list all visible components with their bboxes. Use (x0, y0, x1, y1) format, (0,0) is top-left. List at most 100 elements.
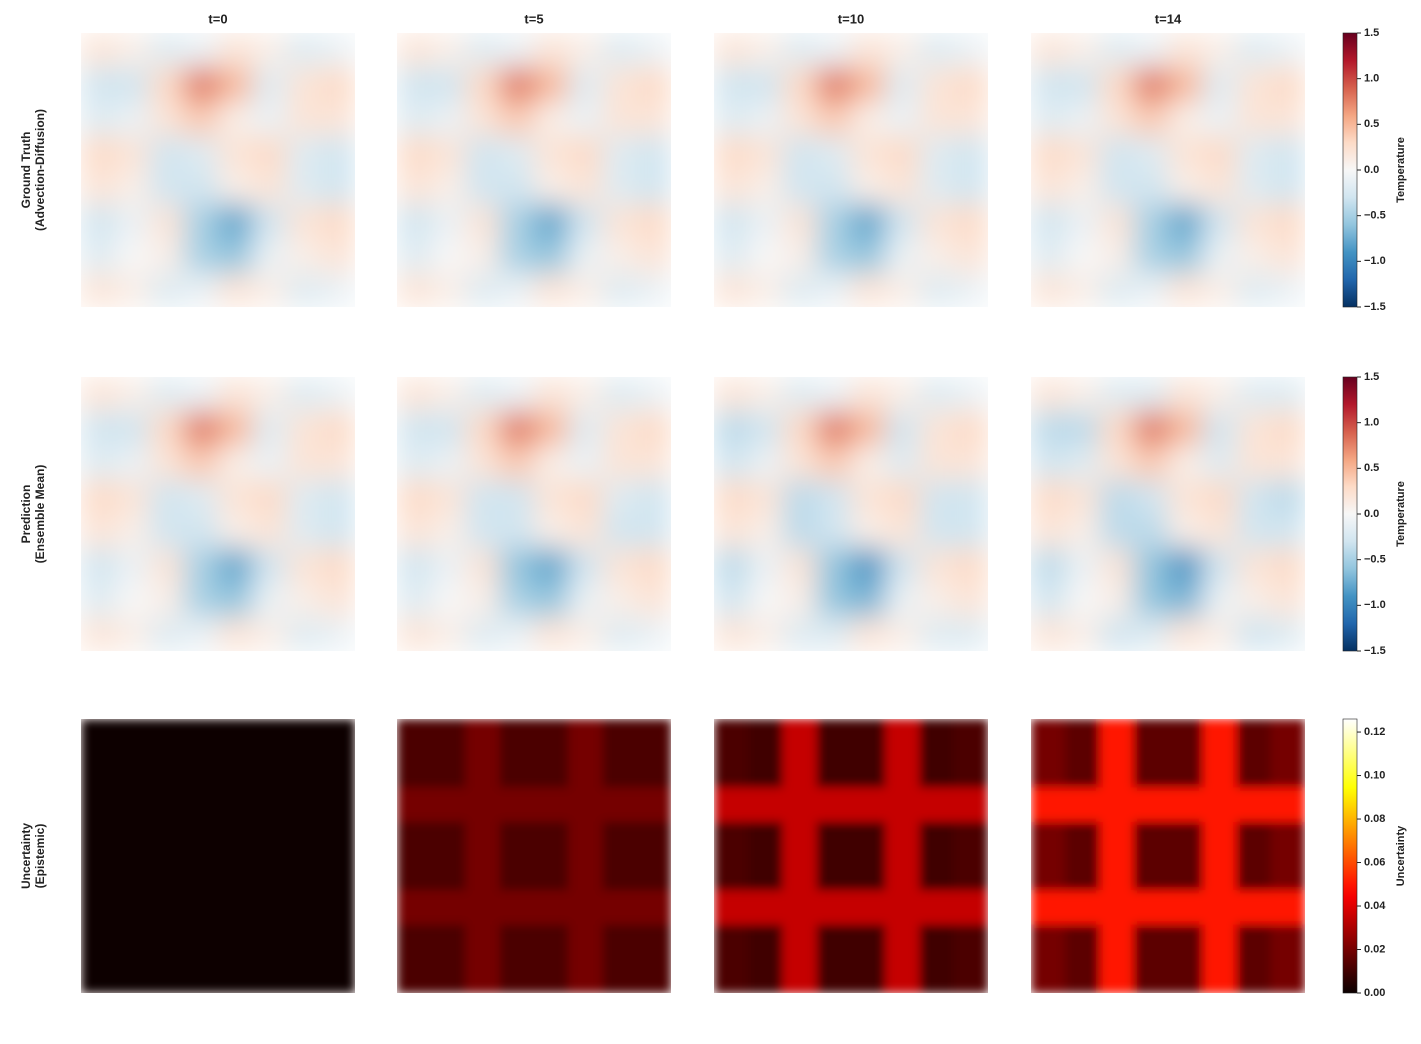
heatmap-cell (1065, 890, 1100, 925)
heatmap-cell (149, 616, 185, 651)
heatmap-cell (218, 377, 253, 412)
heatmap-cells (714, 719, 988, 993)
heatmap-cell (465, 238, 501, 274)
heatmap-cell (919, 135, 955, 171)
heatmap-cell (851, 719, 886, 754)
heatmap-cell (568, 204, 603, 239)
heatmap-cell (115, 514, 150, 549)
heatmap-cell (431, 958, 466, 993)
heatmap-cell (953, 411, 988, 446)
heatmap-cell (115, 582, 150, 618)
heatmap-cell (568, 753, 603, 788)
heatmap-cell (748, 821, 783, 857)
heatmap-cell (534, 719, 569, 754)
heatmap-cell (1236, 856, 1272, 891)
heatmap-cell (1133, 856, 1169, 891)
heatmap-cell (252, 67, 287, 102)
heatmap-cell (1031, 856, 1066, 891)
heatmap-cell (1236, 753, 1272, 788)
heatmap-cell (1202, 958, 1237, 993)
heatmap-cell (851, 787, 886, 823)
heatmap-cell (320, 238, 355, 274)
heatmap-cell (919, 377, 955, 412)
heatmap-cell (953, 204, 988, 239)
heatmap-cell (320, 958, 355, 993)
heatmap-cell (81, 135, 116, 171)
heatmap-cell (252, 787, 287, 823)
heatmap-cell (1065, 514, 1100, 549)
heatmap-cell (499, 479, 535, 515)
heatmap-cell (816, 411, 852, 446)
heatmap-cell (218, 821, 253, 857)
heatmap-cell (1236, 582, 1272, 618)
heatmap-cell (149, 582, 185, 618)
heatmap-cell (183, 890, 219, 925)
heatmap-cell (1031, 67, 1066, 102)
heatmap-cell (320, 514, 355, 549)
heatmap-cell (568, 616, 603, 651)
heatmap-cell (782, 514, 818, 549)
heatmap-cell (252, 616, 287, 651)
heatmap-cell (499, 170, 535, 205)
heatmap-cell (499, 616, 535, 651)
heatmap-cell (431, 377, 466, 412)
heatmap-cell (499, 856, 535, 891)
heatmap-cell (149, 377, 185, 412)
heatmap-cell (1133, 170, 1169, 205)
heatmap-cell (534, 548, 569, 583)
heatmap-cell (1270, 958, 1305, 993)
heatmap-cell (1031, 33, 1066, 68)
colorbar-tick-label: 0.0 (1364, 164, 1379, 176)
heatmap-cell (115, 616, 150, 651)
heatmap-cell (1236, 548, 1272, 583)
heatmap-cell (851, 856, 886, 891)
heatmap-cell (499, 238, 535, 274)
heatmap-cell (431, 548, 466, 583)
heatmap-cell (81, 890, 116, 925)
heatmap-cell (183, 170, 219, 205)
heatmap-cell (149, 67, 185, 102)
heatmap-cell (919, 272, 955, 307)
heatmap-cell (1270, 890, 1305, 925)
heatmap-cell (602, 67, 638, 102)
heatmap-cell (1099, 204, 1135, 239)
heatmap-cell (1031, 753, 1066, 788)
heatmap-cell (1236, 479, 1272, 515)
heatmap-cell (568, 719, 603, 754)
heatmap-cell (320, 67, 355, 102)
heatmap-cells (397, 719, 671, 993)
heatmap-cells (81, 377, 355, 651)
heatmap-cell (1031, 719, 1066, 754)
heatmap-cell (782, 204, 818, 239)
heatmap-cell (1168, 719, 1203, 754)
heatmap-cell (286, 890, 322, 925)
heatmap-cell (1065, 719, 1100, 754)
heatmap-cell (748, 787, 783, 823)
heatmap-cell (1031, 272, 1066, 307)
heatmap-cell (149, 753, 185, 788)
heatmap-cell (602, 787, 638, 823)
heatmap-cell (1236, 67, 1272, 102)
heatmap-cell (534, 753, 569, 788)
heatmap-cell (851, 958, 886, 993)
heatmap-cell (568, 33, 603, 68)
heatmap-cell (851, 445, 886, 481)
heatmap-cell (1270, 753, 1305, 788)
heatmap-cell (1065, 582, 1100, 618)
heatmap-cell (851, 890, 886, 925)
heatmap-cell (431, 856, 466, 891)
heatmap-cell (218, 411, 253, 446)
heatmap-cell (397, 616, 432, 651)
heatmap-cell (465, 719, 501, 754)
heatmap-cell (183, 204, 219, 239)
heatmap-cell (636, 753, 671, 788)
heatmap-cell (1202, 204, 1237, 239)
heatmap-cell (286, 135, 322, 171)
heatmap-cell (218, 856, 253, 891)
heatmap-cell (218, 890, 253, 925)
heatmap-cell (1168, 616, 1203, 651)
heatmap-cell (534, 238, 569, 274)
heatmap-cell (885, 445, 920, 481)
heatmap-cell (1099, 272, 1135, 307)
heatmap-cell (1168, 445, 1203, 481)
